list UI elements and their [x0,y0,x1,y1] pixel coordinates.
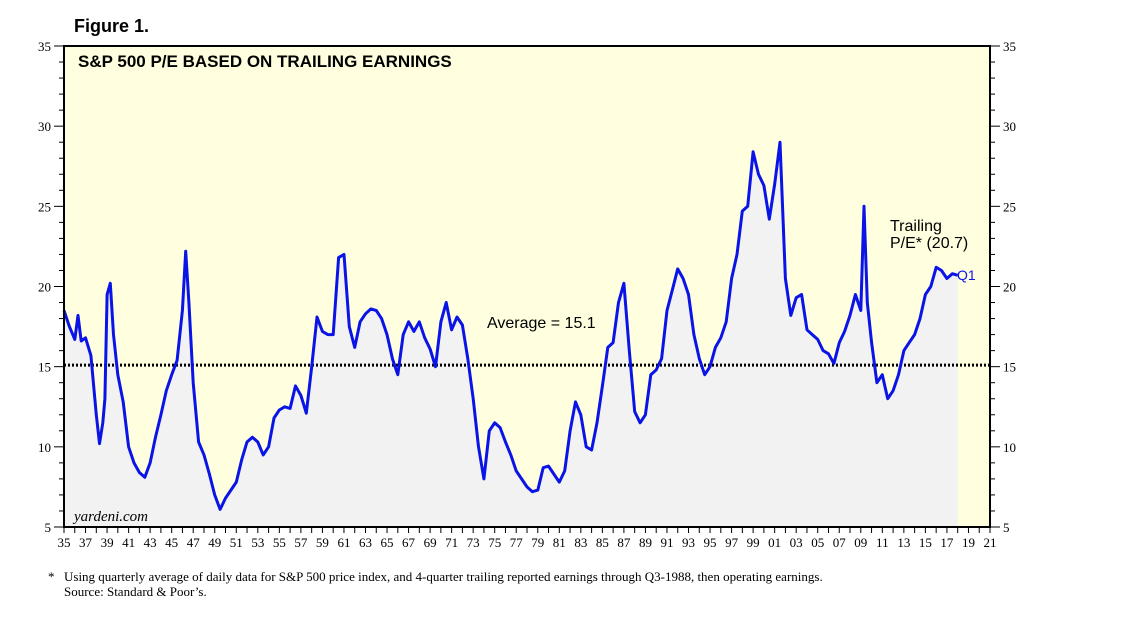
x-tick-label: 61 [337,535,350,550]
x-tick-label: 67 [402,535,416,550]
x-tick-label: 19 [962,535,975,550]
x-tick-label: 11 [876,535,889,550]
figure-label: Figure 1. [74,16,150,36]
x-tick-label: 13 [897,535,910,550]
x-tick-label: 69 [424,535,437,550]
footnote: * Using quarterly average of daily data f… [48,569,823,599]
trailing-annotation-line1: Trailing [890,218,942,235]
end-label-q1: Q1 [957,267,976,283]
chart-title: S&P 500 P/E BASED ON TRAILING EARNINGS [78,52,452,71]
x-tick-label: 09 [854,535,867,550]
x-tick-label: 57 [294,535,308,550]
x-tick-label: 17 [940,535,954,550]
x-tick-label: 85 [596,535,609,550]
x-tick-label: 71 [445,535,458,550]
y-axis-right: 5 10 15 20 25 30 35 [990,39,1016,535]
series-line-trailing-pe [62,140,959,511]
x-tick-label: 55 [273,535,286,550]
x-tick-label: 37 [79,535,93,550]
y-tick-label-left: 30 [38,119,51,134]
y-tick-label-right: 15 [1003,360,1016,375]
x-tick-label: 59 [316,535,329,550]
footnote-line1: Using quarterly average of daily data fo… [64,569,823,584]
x-tick-label: 01 [768,535,781,550]
x-tick-label: 47 [187,535,201,550]
x-tick-label: 49 [208,535,221,550]
x-tick-label: 41 [122,535,135,550]
y-tick-label-right: 20 [1003,280,1016,295]
x-axis: 35 37 39 41 43 45 47 49 51 53 55 57 59 61 63 65 67 69 71 73… [58,527,997,550]
x-tick-label: 51 [230,535,243,550]
x-tick-label: 03 [790,535,803,550]
y-axis-left: 5 10 15 20 25 30 35 [38,39,64,535]
y-tick-label-left: 15 [38,360,51,375]
x-tick-label: 75 [488,535,501,550]
x-tick-label: 73 [467,535,480,550]
x-tick-label: 45 [165,535,178,550]
x-tick-label: 77 [510,535,524,550]
area-fill [64,142,958,527]
x-tick-label: 95 [704,535,717,550]
y-tick-label-left: 20 [38,280,51,295]
y-tick-label-right: 5 [1003,520,1010,535]
x-tick-label: 81 [553,535,566,550]
x-tick-label: 65 [381,535,394,550]
y-tick-label-right: 25 [1003,199,1016,214]
area-fill-group [64,142,958,527]
y-tick-label-right: 30 [1003,119,1016,134]
x-tick-label: 43 [144,535,157,550]
x-tick-label: 97 [725,535,739,550]
x-tick-label: 83 [574,535,587,550]
x-tick-label: 63 [359,535,372,550]
x-tick-label: 89 [639,535,652,550]
x-tick-label: 35 [58,535,71,550]
y-tick-label-right: 35 [1003,39,1016,54]
footnote-source: Source: Standard & Poor’s. [64,584,207,599]
x-tick-label: 87 [617,535,631,550]
x-tick-label: 15 [919,535,932,550]
trailing-annotation-line2: P/E* (20.7) [890,235,968,252]
y-tick-label-left: 25 [38,199,51,214]
series-line-group [62,140,959,511]
x-tick-label: 99 [747,535,760,550]
footnote-marker: * [48,569,55,584]
y-tick-label-left: 10 [38,440,51,455]
x-tick-label: 39 [101,535,114,550]
y-tick-label-left: 5 [45,520,52,535]
average-label: Average = 15.1 [487,315,596,332]
watermark: yardeni.com [72,509,148,525]
x-tick-label: 53 [251,535,264,550]
x-tick-label: 91 [660,535,673,550]
y-tick-label-right: 10 [1003,440,1016,455]
x-tick-label: 07 [833,535,847,550]
x-tick-label: 05 [811,535,824,550]
x-tick-label: 93 [682,535,695,550]
y-tick-label-left: 35 [38,39,51,54]
x-tick-label: 79 [531,535,544,550]
x-tick-label: 21 [984,535,997,550]
